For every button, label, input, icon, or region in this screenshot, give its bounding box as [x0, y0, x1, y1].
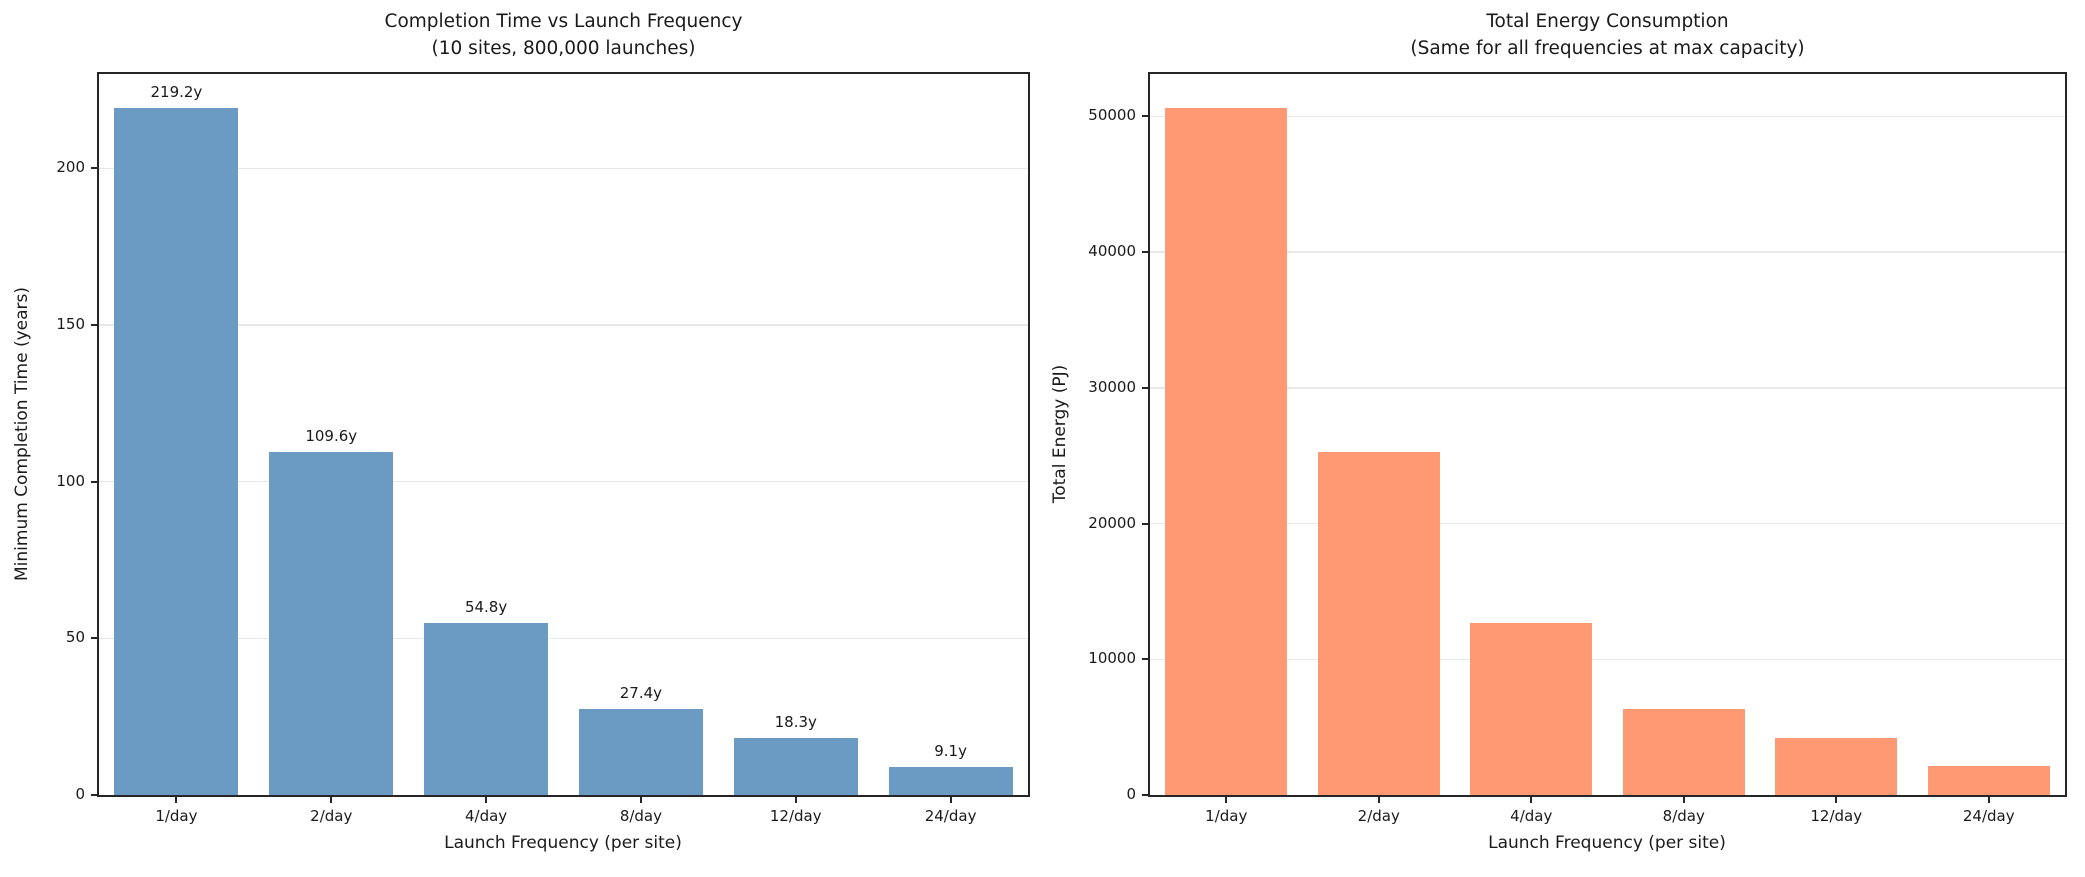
x-tick-label: 12/day [769, 807, 822, 825]
y-tick-mark [91, 637, 99, 640]
y-tick-label: 100 [56, 471, 85, 490]
gridline [1150, 522, 2065, 525]
y-tick-mark [91, 324, 99, 327]
y-axis-label: Total Energy (PJ) [1050, 364, 1070, 504]
x-tick-label: 4/day [464, 807, 508, 825]
gridline [99, 637, 1028, 640]
gridline [99, 324, 1028, 326]
gridline [1150, 115, 2065, 118]
y-tick-label: 50000 [1088, 106, 1136, 125]
x-axis-label: Launch Frequency (per site) [444, 833, 682, 853]
y-tick-label: 150 [56, 315, 85, 334]
bar [269, 451, 394, 795]
bar-value-label: 109.6y [305, 426, 358, 445]
y-tick-label: 0 [75, 785, 85, 803]
bar [424, 623, 548, 795]
chart-title: Completion Time vs Launch Frequency [384, 11, 743, 32]
x-tick-mark [1987, 795, 1990, 803]
bar [1165, 108, 1288, 795]
y-tick-mark [91, 480, 99, 483]
x-tick-mark [1377, 795, 1380, 803]
bar-value-label: 18.3y [774, 712, 817, 731]
y-tick-mark [91, 167, 99, 170]
bar [1317, 451, 1440, 795]
x-tick-mark [949, 795, 952, 803]
gridline [1150, 251, 2065, 253]
bar [578, 709, 703, 795]
chart-subtitle: (Same for all frequencies at max capacit… [1410, 38, 1805, 59]
y-tick-mark [1142, 115, 1150, 118]
y-tick-label: 20000 [1088, 513, 1136, 532]
chart-title-block: Total Energy Consumption (Same for all f… [1148, 8, 2067, 62]
x-tick-mark [175, 795, 178, 803]
bar-value-label: 219.2y [150, 83, 203, 102]
bar-value-label: 54.8y [464, 598, 508, 617]
y-tick-mark [1142, 658, 1150, 661]
bar-value-label: 27.4y [619, 684, 663, 703]
x-tick-mark [1530, 795, 1533, 803]
x-tick-label: 2/day [1357, 807, 1400, 825]
x-tick-label: 24/day [924, 807, 977, 825]
x-tick-label: 24/day [1962, 807, 2015, 825]
x-tick-label: 4/day [1510, 807, 1553, 825]
chart-title-block: Completion Time vs Launch Frequency (10 … [97, 8, 1030, 62]
x-tick-label: 1/day [1205, 807, 1248, 825]
y-tick-label: 50 [65, 628, 85, 647]
x-tick-mark [794, 795, 797, 803]
y-tick-mark [91, 794, 99, 796]
x-tick-label: 1/day [155, 807, 198, 825]
gridline [1150, 387, 2065, 389]
bar [733, 737, 858, 795]
x-tick-mark [1225, 795, 1228, 803]
plot-area: 0 10000 20000 30000 40000 50000 1/day 2/day 4/da… [1088, 72, 2067, 825]
x-tick-label: 12/day [1810, 807, 1863, 825]
y-tick-mark [1142, 251, 1150, 254]
bar [1470, 623, 1593, 795]
bar [114, 108, 239, 795]
y-axis-label: Minimum Completion Time (years) [12, 286, 32, 582]
x-tick-mark [485, 795, 488, 803]
y-tick-mark [1142, 386, 1150, 389]
bar [1622, 709, 1745, 795]
bar [1927, 766, 2050, 795]
x-tick-label: 2/day [310, 807, 353, 825]
plot-area: 0 50 100 150 200 1/day 2/day 4/day 8/day 12/day 24… [56, 72, 1030, 825]
y-tick-label: 0 [1126, 785, 1136, 803]
x-tick-mark [1835, 795, 1838, 803]
bar [888, 766, 1013, 795]
y-tick-label: 30000 [1088, 377, 1136, 396]
chart-title: Total Energy Consumption [1486, 11, 1729, 32]
x-tick-label: 8/day [1662, 807, 1705, 825]
gridline [1150, 658, 2065, 661]
y-tick-label: 10000 [1088, 649, 1136, 668]
x-tick-mark [330, 795, 333, 803]
bar [1775, 737, 1898, 795]
x-tick-label: 8/day [619, 807, 662, 825]
y-tick-mark [1142, 522, 1150, 525]
y-tick-mark [1142, 794, 1150, 796]
bar-value-label: 9.1y [934, 741, 967, 760]
y-tick-label: 200 [56, 158, 85, 177]
y-tick-label: 40000 [1088, 242, 1136, 261]
chart-subtitle: (10 sites, 800,000 launches) [431, 38, 696, 59]
x-tick-mark [639, 795, 642, 803]
gridline [99, 480, 1028, 483]
gridline [99, 167, 1028, 170]
x-axis-label: Launch Frequency (per site) [1488, 833, 1726, 853]
x-tick-mark [1682, 795, 1685, 803]
